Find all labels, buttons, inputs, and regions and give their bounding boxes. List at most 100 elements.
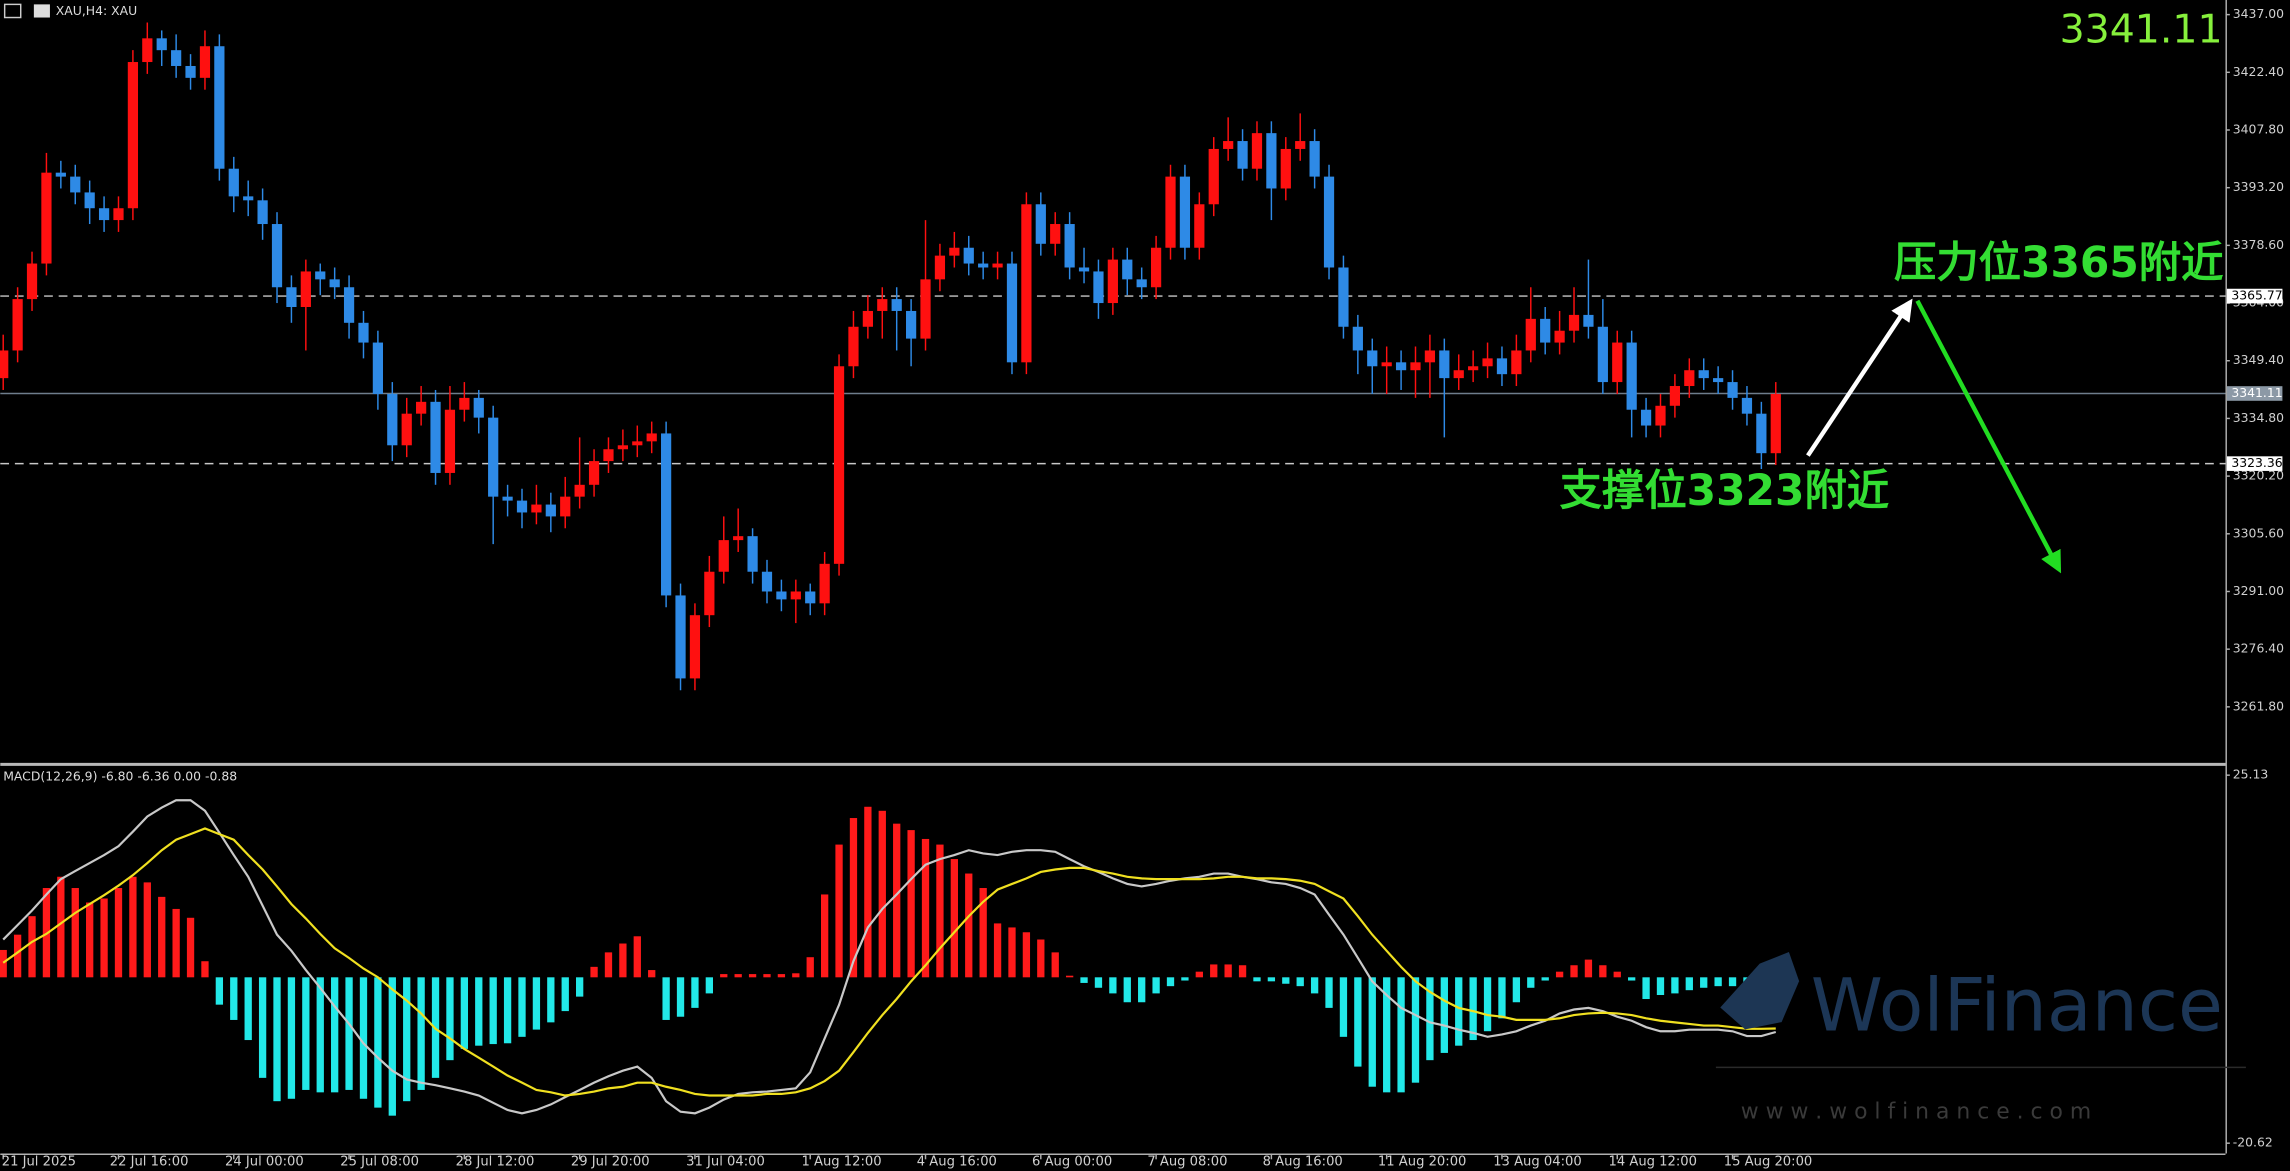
histogram-bar bbox=[1065, 975, 1074, 978]
histogram-bar bbox=[1238, 965, 1247, 978]
current-price-box bbox=[2226, 386, 2283, 401]
histogram-bar bbox=[734, 974, 742, 978]
histogram-bar bbox=[86, 902, 94, 978]
candle-body bbox=[718, 540, 729, 572]
candle-body bbox=[1078, 267, 1090, 272]
macd-line bbox=[2, 827, 1776, 1097]
candle-body bbox=[228, 168, 239, 197]
histogram-bar bbox=[1080, 977, 1088, 983]
x-tick-label: 25 Jul 08:00 bbox=[340, 1155, 419, 1170]
histogram-bar bbox=[201, 961, 209, 978]
candle-body bbox=[1021, 204, 1032, 363]
histogram-bar bbox=[1051, 952, 1059, 978]
histogram-bar bbox=[575, 977, 584, 997]
candle-body bbox=[920, 279, 931, 339]
candle-body bbox=[1698, 370, 1709, 379]
candle-body bbox=[1309, 141, 1320, 177]
x-tick-label: 7 Aug 08:00 bbox=[1147, 1155, 1227, 1170]
histogram-bar bbox=[1282, 977, 1290, 984]
candle-body bbox=[1756, 413, 1767, 454]
candle-body bbox=[1439, 350, 1450, 379]
y-tick-label: 3334.80 bbox=[2233, 410, 2284, 425]
candle-body bbox=[416, 401, 427, 414]
candle-body bbox=[444, 409, 456, 473]
histogram-bar bbox=[57, 876, 65, 978]
histogram-bar bbox=[215, 977, 224, 1005]
candle-body bbox=[934, 255, 946, 280]
candle-body bbox=[1468, 366, 1479, 371]
candle-body bbox=[632, 441, 643, 446]
histogram-bar bbox=[806, 957, 814, 978]
candle-body bbox=[790, 591, 801, 600]
x-tick-label: 22 Jul 16:00 bbox=[110, 1155, 189, 1170]
support-annotation: 支撑位3323附近 bbox=[1560, 466, 1889, 515]
last-price: 3341.11 bbox=[2060, 7, 2223, 53]
candle-body bbox=[41, 172, 52, 264]
candle-body bbox=[1237, 141, 1248, 169]
candle-body bbox=[1208, 148, 1219, 205]
histogram-bar bbox=[1527, 977, 1535, 988]
candle-body bbox=[113, 208, 124, 221]
candle-body bbox=[1525, 318, 1536, 351]
histogram-bar bbox=[1109, 977, 1117, 994]
candle-body bbox=[603, 449, 614, 462]
histogram-bar bbox=[561, 977, 569, 1012]
candle-body bbox=[819, 563, 830, 604]
candle-body bbox=[1597, 326, 1608, 383]
candle-body bbox=[704, 571, 715, 616]
candle-body bbox=[199, 46, 211, 78]
candle-body bbox=[1194, 204, 1205, 248]
candle-body bbox=[848, 326, 859, 367]
histogram-bar bbox=[1267, 977, 1276, 982]
candle-body bbox=[430, 401, 441, 473]
y-tick-label: 3320.20 bbox=[2233, 468, 2284, 483]
candle-body bbox=[70, 176, 81, 193]
candle-body bbox=[689, 615, 701, 679]
y-tick-label: 3291.00 bbox=[2233, 583, 2284, 598]
candle-body bbox=[761, 571, 773, 592]
candle-body bbox=[459, 397, 470, 410]
histogram-bar bbox=[1685, 977, 1693, 991]
histogram-bar bbox=[1123, 977, 1131, 1003]
candle-body bbox=[156, 38, 167, 51]
candle-body bbox=[372, 342, 384, 394]
x-tick-label: 31 Jul 04:00 bbox=[686, 1155, 765, 1170]
histogram-bar bbox=[1584, 959, 1593, 978]
macd-title: MACD(12,26,9) -6.80 -6.36 0.00 -0.88 bbox=[3, 768, 237, 783]
x-tick-label: 28 Jul 12:00 bbox=[456, 1155, 535, 1170]
histogram-bar bbox=[403, 977, 411, 1102]
candle-body bbox=[1266, 133, 1277, 189]
x-tick-label: 15 Aug 20:00 bbox=[1724, 1155, 1813, 1170]
watermark-brand: WolFinance bbox=[1811, 963, 2223, 1048]
histogram-bar bbox=[936, 844, 944, 978]
histogram-bar bbox=[1411, 977, 1420, 1083]
candle-body bbox=[1511, 350, 1522, 375]
candle-body bbox=[1179, 176, 1191, 248]
histogram-bar bbox=[705, 977, 714, 994]
candle-body bbox=[1352, 326, 1363, 351]
candle-body bbox=[1770, 393, 1781, 454]
candle-body bbox=[1496, 358, 1508, 375]
x-tick-label: 4 Aug 16:00 bbox=[917, 1155, 997, 1170]
candle-body bbox=[98, 208, 110, 221]
watermark: WolFinance w w w . w o l f i n a n c e .… bbox=[1715, 951, 2246, 1125]
histogram-bar bbox=[417, 977, 425, 1090]
candle-body bbox=[1165, 176, 1176, 248]
histogram-bar bbox=[302, 977, 310, 1090]
candle-body bbox=[300, 271, 311, 308]
histogram-bar bbox=[893, 823, 901, 978]
histogram-bar bbox=[374, 977, 382, 1108]
candle-body bbox=[12, 299, 23, 351]
x-tick-label: 6 Aug 00:00 bbox=[1032, 1155, 1112, 1170]
histogram-bar bbox=[763, 974, 771, 978]
histogram-bar bbox=[1296, 977, 1304, 987]
x-tick-label: 21 Jul 2025 bbox=[2, 1155, 76, 1170]
histogram-bar bbox=[1555, 971, 1564, 978]
candle-body bbox=[1655, 405, 1666, 426]
candle-body bbox=[1713, 378, 1724, 383]
histogram-bar bbox=[1613, 971, 1621, 978]
level-label: 3365.77 bbox=[2231, 288, 2282, 303]
histogram-bar bbox=[460, 977, 469, 1049]
